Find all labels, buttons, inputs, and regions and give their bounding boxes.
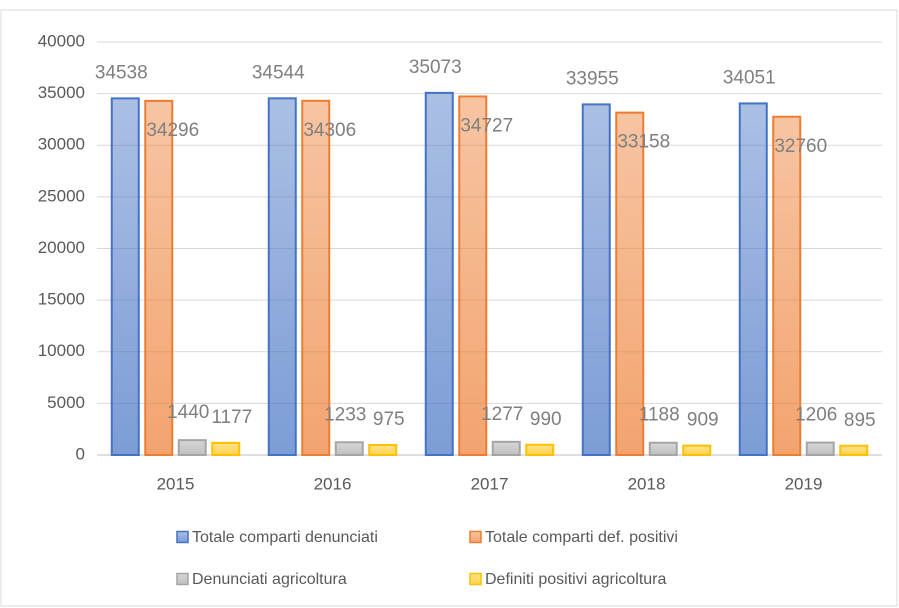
x-tick-label: 2016: [314, 474, 352, 493]
bar: [334, 441, 364, 457]
data-label: 1233: [324, 404, 366, 425]
y-tick-label: 10000: [38, 341, 85, 360]
legend-marker: [469, 530, 482, 544]
y-tick-label: 35000: [38, 83, 85, 102]
bar: [144, 99, 174, 456]
bar: [525, 443, 555, 457]
legend-marker: [176, 572, 189, 586]
data-label: 895: [844, 410, 876, 431]
data-label: 33955: [566, 68, 619, 89]
data-label: 34544: [252, 62, 305, 83]
bar: [458, 95, 488, 456]
bar: [738, 102, 768, 456]
data-label: 975: [373, 409, 405, 430]
bar: [267, 97, 297, 457]
data-label: 34538: [95, 62, 148, 83]
data-label: 1188: [639, 405, 680, 426]
bar: [648, 441, 678, 456]
data-label: 34051: [723, 67, 776, 88]
data-label: 34727: [460, 115, 513, 136]
bar: [682, 444, 712, 456]
y-tick-label: 40000: [38, 31, 85, 50]
bar: [491, 440, 521, 456]
bar: [615, 111, 645, 456]
y-tick-label: 0: [76, 444, 85, 463]
data-label: 33158: [617, 132, 670, 153]
data-label: 34296: [146, 120, 199, 141]
data-label: 909: [687, 410, 719, 431]
y-tick-label: 30000: [38, 135, 85, 154]
bar: [211, 441, 241, 456]
bar: [839, 444, 869, 456]
x-tick-label: 2019: [785, 474, 823, 493]
data-label: 1177: [211, 407, 252, 428]
data-label: 34306: [303, 120, 356, 141]
x-tick-label: 2015: [157, 474, 195, 493]
bar: [581, 103, 611, 457]
data-label: 1440: [167, 402, 209, 423]
bar: [110, 97, 140, 457]
legend-label: Denunciati agricoltura: [192, 571, 347, 588]
data-label: 1206: [795, 405, 837, 426]
y-tick-label: 5000: [47, 393, 85, 412]
legend-label: Totale comparti denunciati: [192, 529, 378, 546]
x-tick-label: 2017: [471, 474, 509, 493]
bar: [177, 439, 207, 456]
legend-marker: [176, 530, 189, 544]
data-label: 32760: [774, 136, 827, 157]
x-tick-label: 2018: [628, 474, 666, 493]
bar: [805, 441, 835, 457]
bar: [368, 443, 398, 457]
legend-label: Definiti positivi agricoltura: [485, 571, 667, 588]
data-label: 1277: [481, 404, 523, 425]
bar: [424, 91, 454, 456]
legend-label: Totale comparti def. positivi: [485, 529, 678, 546]
bar: [301, 99, 331, 456]
data-label: 35073: [409, 57, 462, 78]
y-tick-label: 15000: [38, 290, 85, 309]
legend-marker: [469, 572, 482, 586]
y-tick-label: 25000: [38, 186, 85, 205]
data-label: 990: [530, 409, 562, 430]
y-tick-label: 20000: [38, 238, 85, 257]
bar: [772, 115, 802, 457]
